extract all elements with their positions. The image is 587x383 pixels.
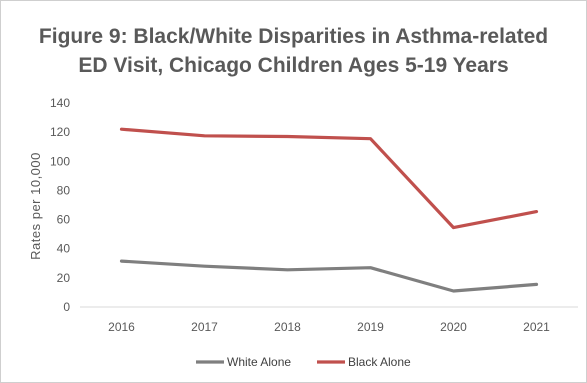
y-axis-label: Rates per 10,000 bbox=[28, 152, 43, 260]
y-tick-label-40: 40 bbox=[57, 242, 71, 256]
y-tick-label-140: 140 bbox=[50, 96, 70, 110]
y-tick-label-100: 100 bbox=[50, 154, 70, 168]
x-tick-label-2021: 2021 bbox=[523, 320, 550, 334]
chart-title-line-1: Figure 9: Black/White Disparities in Ast… bbox=[38, 25, 549, 48]
y-tick-label-120: 120 bbox=[50, 125, 70, 139]
legend-label-black-alone: Black Alone bbox=[348, 355, 411, 369]
chart-title: Figure 9: Black/White Disparities in Ast… bbox=[0, 22, 587, 80]
x-tick-label-2019: 2019 bbox=[357, 320, 384, 334]
y-tick-label-20: 20 bbox=[57, 271, 71, 285]
x-tick-label-2016: 2016 bbox=[108, 320, 135, 334]
chart-title-line-2: ED Visit, Chicago Children Ages 5-19 Yea… bbox=[78, 54, 509, 77]
x-tick-label-2018: 2018 bbox=[274, 320, 301, 334]
y-tick-label-0: 0 bbox=[63, 300, 70, 314]
series-line-black-alone bbox=[119, 127, 539, 230]
y-tick-label-60: 60 bbox=[57, 213, 71, 227]
y-tick-label-80: 80 bbox=[57, 183, 71, 197]
legend-label-white-alone: White Alone bbox=[227, 355, 291, 369]
x-tick-label-2020: 2020 bbox=[440, 320, 467, 334]
series-line-white-alone bbox=[119, 259, 539, 293]
x-tick-label-2017: 2017 bbox=[191, 320, 218, 334]
